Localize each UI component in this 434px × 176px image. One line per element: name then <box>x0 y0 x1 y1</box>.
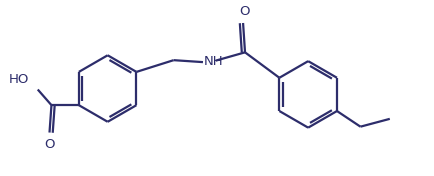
Text: O: O <box>238 5 249 18</box>
Text: O: O <box>44 138 55 151</box>
Text: NH: NH <box>203 55 223 68</box>
Text: HO: HO <box>9 73 29 86</box>
